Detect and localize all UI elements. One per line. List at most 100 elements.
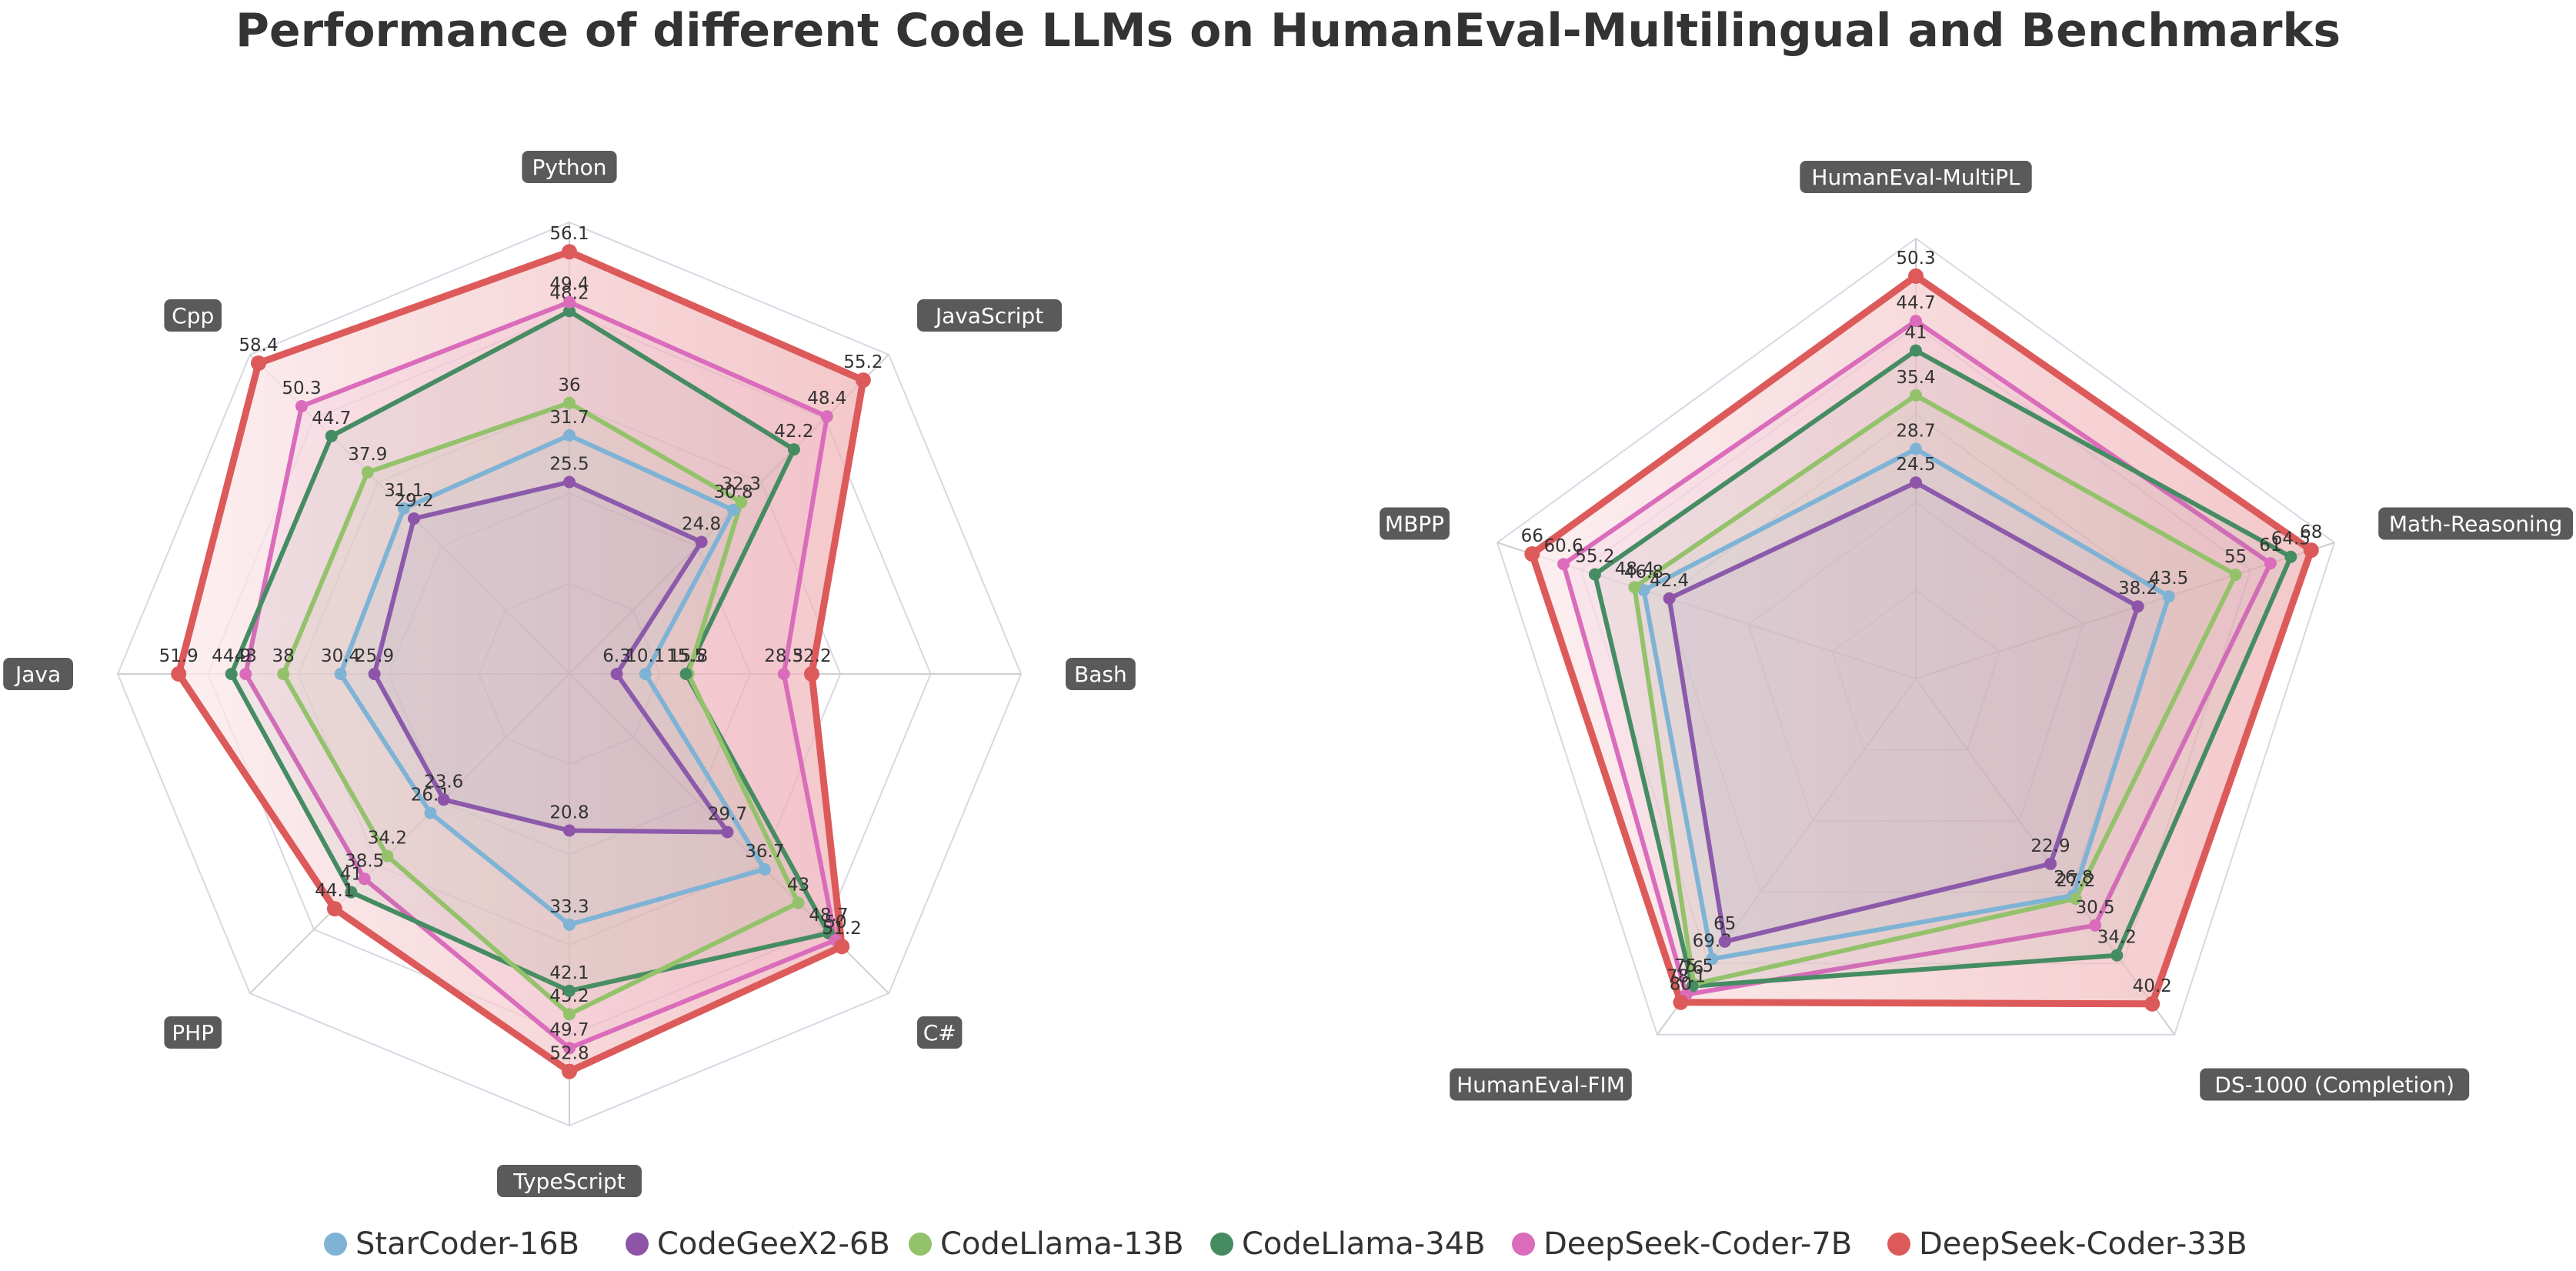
data-label-codellama-13b-ds-1000-completion: 27.2 — [2056, 871, 2095, 891]
markers: 31.730.810.136.733.326.130.431.125.524.8… — [159, 224, 883, 1079]
data-label-deepseek-coder-33b-humaneval-fim: 80 — [1670, 975, 1692, 995]
data-label-deepseek-coder-7b-bash: 28.5 — [764, 646, 803, 666]
point-codellama-34b-typescript — [563, 984, 576, 997]
axis-label-java: Java — [3, 658, 74, 690]
point-deepseek-coder-33b-c — [834, 939, 850, 955]
data-label-starcoder-16b-math-reasoning: 43.5 — [2149, 569, 2188, 589]
point-codegeex2-6b-c — [721, 826, 734, 839]
point-starcoder-16b-java — [334, 668, 347, 680]
point-deepseek-coder-33b-python — [562, 244, 577, 260]
data-label-deepseek-coder-33b-java: 51.9 — [159, 646, 199, 666]
legend-label: CodeGeeX2-6B — [657, 1226, 890, 1262]
data-label-deepseek-coder-7b-c: 50 — [824, 912, 846, 932]
point-deepseek-coder-33b-humaneval-multipl — [1908, 268, 1924, 284]
axis-label-bg — [1380, 507, 1450, 540]
legend-swatch — [324, 1233, 347, 1256]
series-line-starcoder-16b — [1641, 446, 2171, 962]
data-label-deepseek-coder-33b-python: 56.1 — [549, 224, 589, 244]
data-label-deepseek-coder-7b-math-reasoning: 61 — [2259, 535, 2281, 555]
axis-label-text: TypeScript — [512, 1169, 626, 1194]
point-codellama-13b-cpp — [361, 465, 374, 479]
point-codegeex2-6b-cpp — [408, 512, 420, 525]
data-label-codellama-34b-typescript: 42.1 — [549, 963, 589, 983]
axis-label-bg — [917, 299, 1062, 332]
legend-item-codellama-13b[interactable]: CodeLlama-13B — [909, 1226, 1184, 1262]
legend-label: CodeLlama-34B — [1242, 1226, 1486, 1262]
point-codellama-34b-math-reasoning — [2284, 550, 2297, 563]
point-codegeex2-6b-javascript — [695, 535, 708, 549]
point-starcoder-16b-typescript — [563, 918, 576, 931]
point-codellama-34b-python — [563, 305, 576, 318]
data-label-deepseek-coder-33b-c: 51.2 — [823, 919, 862, 939]
point-starcoder-16b-humaneval-fim — [1706, 952, 1719, 966]
legend-label: DeepSeek-Coder-33B — [1919, 1226, 2247, 1262]
data-label-codellama-13b-cpp: 37.9 — [348, 445, 387, 465]
axis-label-bg — [164, 1016, 222, 1049]
point-codellama-34b-cpp — [325, 429, 338, 442]
data-label-deepseek-coder-33b-php: 44.1 — [315, 881, 354, 901]
axis-label-bg — [1800, 161, 2032, 193]
data-label-codellama-13b-mbpp: 48.4 — [1615, 559, 1654, 579]
point-deepseek-coder-7b-mbpp — [1557, 558, 1570, 571]
axis-label-bg — [1450, 1068, 1632, 1101]
point-codellama-34b-humaneval-multipl — [1910, 344, 1922, 357]
axis-label-text: HumanEval-FIM — [1457, 1073, 1625, 1098]
point-codegeex2-6b-ds-1000-completion — [2044, 857, 2057, 870]
point-deepseek-coder-7b-math-reasoning — [2264, 557, 2277, 570]
axis-label-c: C# — [917, 1016, 963, 1049]
data-label-codegeex2-6b-mbpp: 42.4 — [1650, 571, 1689, 591]
data-label-codellama-13b-math-reasoning: 55 — [2224, 547, 2247, 567]
axis-label-bg — [917, 1016, 963, 1049]
data-label-deepseek-coder-33b-ds-1000-completion: 40.2 — [2133, 976, 2172, 996]
data-label-codellama-34b-bash: 15.5 — [666, 646, 706, 666]
legend-swatch — [909, 1233, 932, 1256]
axis-label-ds-1000-completion: DS-1000 (Completion) — [2200, 1068, 2470, 1101]
legend-item-codegeex2-6b[interactable]: CodeGeeX2-6B — [626, 1226, 890, 1262]
point-codellama-13b-javascript — [735, 495, 748, 509]
data-label-codellama-13b-python: 36 — [558, 375, 580, 395]
data-label-deepseek-coder-7b-python: 49.4 — [549, 275, 589, 295]
point-codegeex2-6b-python — [563, 475, 576, 489]
legend-item-codellama-34b[interactable]: CodeLlama-34B — [1210, 1226, 1486, 1262]
legend-label: DeepSeek-Coder-7B — [1543, 1226, 1852, 1262]
data-label-starcoder-16b-bash: 10.1 — [626, 646, 665, 666]
legend-item-deepseek-coder-33b[interactable]: DeepSeek-Coder-33B — [1887, 1226, 2247, 1262]
point-deepseek-coder-33b-ds-1000-completion — [2144, 996, 2161, 1012]
point-codellama-13b-humaneval-multipl — [1910, 389, 1922, 402]
axis-label-text: Java — [14, 662, 61, 687]
point-codellama-34b-bash — [679, 668, 692, 680]
legend-item-starcoder-16b[interactable]: StarCoder-16B — [324, 1226, 579, 1262]
axis-label-humaneval-multipl: HumanEval-MultiPL — [1800, 161, 2032, 193]
point-codegeex2-6b-math-reasoning — [2131, 600, 2144, 613]
point-codegeex2-6b-humaneval-fim — [1718, 935, 1731, 948]
legend-item-deepseek-coder-7b[interactable]: DeepSeek-Coder-7B — [1512, 1226, 1852, 1262]
grid-ring — [1496, 237, 2336, 1036]
markers: 28.743.526.869.346.824.538.222.96542.435… — [1521, 249, 2322, 1012]
data-label-codegeex2-6b-ds-1000-completion: 22.9 — [2030, 836, 2070, 856]
data-label-deepseek-coder-7b-humaneval-fim: 78.1 — [1667, 967, 1706, 987]
data-label-codegeex2-6b-humaneval-fim: 65 — [1713, 914, 1736, 934]
data-label-codellama-13b-javascript: 32.3 — [722, 475, 761, 495]
axis-label-text: C# — [923, 1020, 956, 1046]
data-label-codellama-34b-java: 44.9 — [212, 646, 251, 666]
data-label-codegeex2-6b-python: 25.5 — [549, 455, 589, 475]
point-codegeex2-6b-mbpp — [1663, 592, 1676, 605]
axis-label-text: Cpp — [172, 303, 214, 329]
data-label-deepseek-coder-7b-humaneval-multipl: 44.7 — [1896, 293, 1935, 313]
point-codellama-13b-typescript — [563, 1008, 576, 1021]
data-label-codellama-13b-c: 43 — [787, 876, 809, 896]
axis-label-typescript: TypeScript — [497, 1165, 642, 1197]
data-label-codegeex2-6b-typescript: 20.8 — [549, 803, 589, 823]
point-codellama-13b-python — [563, 396, 576, 409]
point-codellama-13b-php — [381, 849, 394, 862]
point-starcoder-16b-c — [758, 862, 771, 876]
axis-labels: Python JavaScript Bash C# TypeScript PHP Java C… — [3, 151, 1136, 1197]
data-label-deepseek-coder-7b-php: 38.5 — [345, 851, 384, 871]
data-label-deepseek-coder-33b-cpp: 58.4 — [239, 335, 278, 355]
axis-label-javascript: JavaScript — [917, 299, 1062, 332]
point-deepseek-coder-33b-typescript — [562, 1063, 577, 1079]
data-label-starcoder-16b-java: 30.4 — [321, 646, 360, 666]
data-label-deepseek-coder-33b-typescript: 52.8 — [549, 1044, 589, 1064]
legend-label: CodeLlama-13B — [940, 1226, 1184, 1262]
